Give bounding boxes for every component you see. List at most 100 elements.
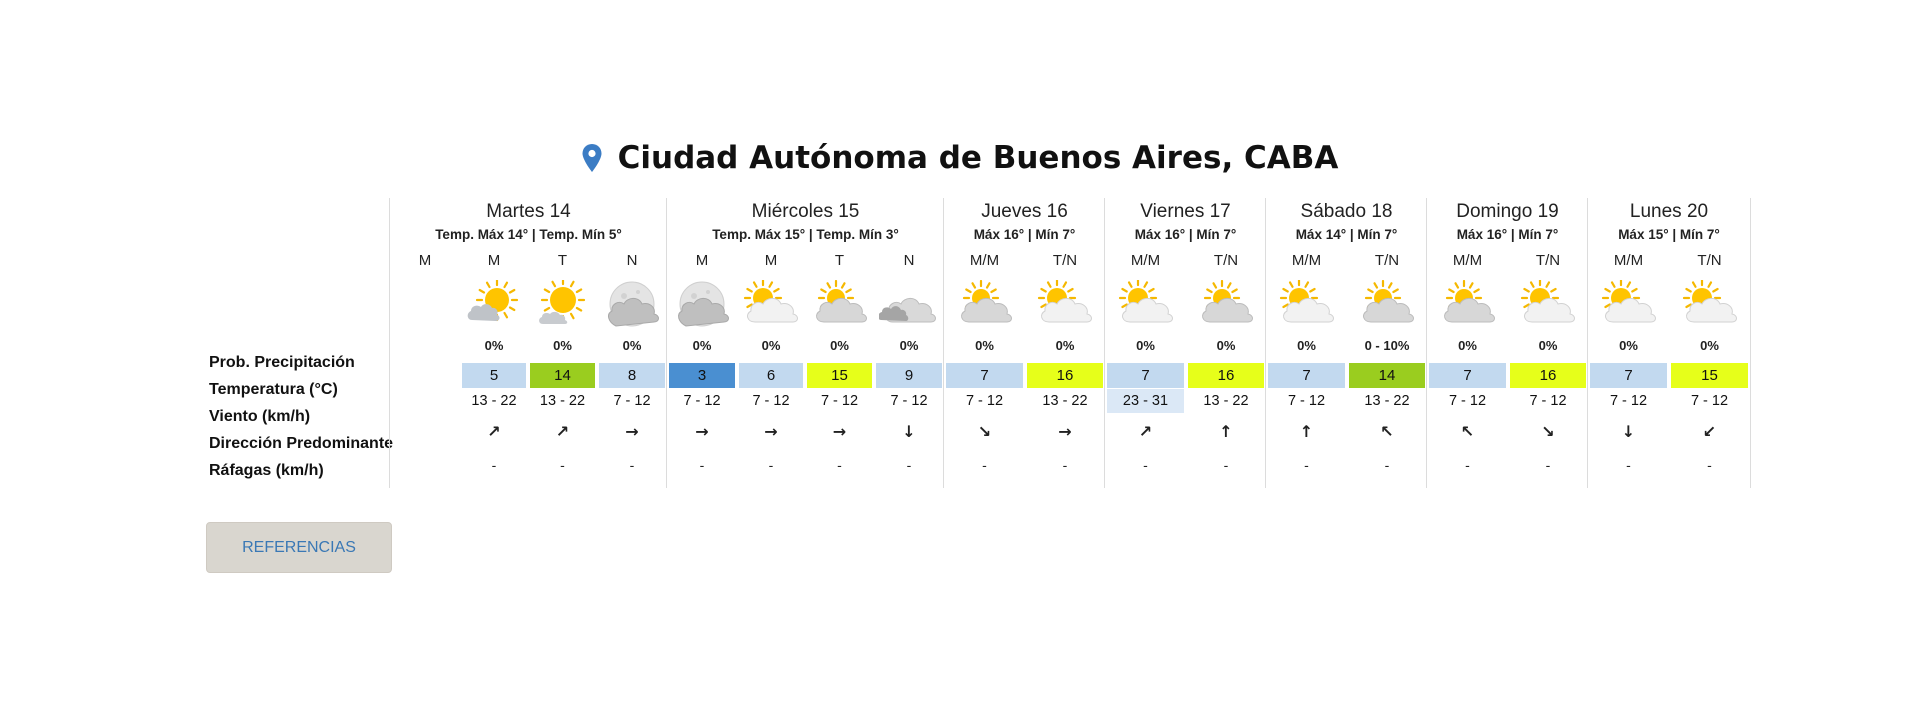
- partly-cloudy-icon: [1277, 280, 1337, 332]
- period-label: T: [557, 252, 568, 269]
- temperature-cell: 9: [876, 363, 942, 388]
- period-column: M/M 0% 7 7 - 12 ↘ -: [944, 198, 1025, 488]
- wind-speed: 7 - 12: [1609, 393, 1648, 409]
- gust-value: -: [1304, 457, 1309, 473]
- temperature-cell: 5: [462, 363, 526, 388]
- partly-cloudy-icon: [1518, 280, 1578, 332]
- period-column: N 0% 9 7 - 12 ↓ -: [874, 198, 944, 488]
- arrow-northeast-icon: ↗: [487, 422, 501, 441]
- period-label: T/N: [1374, 252, 1400, 269]
- period-column: T/N 0% 16 13 - 22 → -: [1025, 198, 1105, 488]
- gust-value: -: [1626, 457, 1631, 473]
- wind-speed: 13 - 22: [471, 393, 517, 409]
- day-name: Viernes 17: [1140, 201, 1231, 222]
- precipitation-probability: 0%: [975, 338, 994, 353]
- day-name: Jueves 16: [981, 201, 1068, 222]
- gust-value: -: [1545, 457, 1551, 473]
- period-column: N 0% 8 7 - 12 → -: [597, 198, 667, 488]
- sun-behind-cloud-icon: [464, 280, 524, 332]
- day-column: Sábado 18 Máx 14° | Mín 7° M/M 0% 7 7 - 12 ↑ - T…: [1265, 198, 1427, 488]
- wind-speed: 7 - 12: [683, 393, 721, 409]
- page-title: Ciudad Autónoma de Buenos Aires, CABA: [0, 136, 1920, 180]
- gust-value: -: [1143, 457, 1148, 473]
- references-button[interactable]: REFERENCIAS: [206, 522, 392, 573]
- gust-value: -: [1062, 457, 1068, 473]
- gust-value: -: [837, 457, 842, 473]
- day-temp-range: Máx 16° | Mín 7°: [1456, 227, 1559, 242]
- precipitation-probability: 0 - 10%: [1364, 338, 1410, 353]
- wind-speed: 7 - 12: [965, 393, 1004, 409]
- period-column: M/M 0% 7 7 - 12 ↓ -: [1588, 198, 1669, 488]
- temperature-cell: 16: [1027, 363, 1103, 388]
- precipitation-probability: 0%: [692, 338, 712, 353]
- cloudy-sun-icon: [1357, 280, 1417, 332]
- arrow-northwest-icon: ↖: [1460, 422, 1475, 441]
- precipitation-probability: 0%: [899, 338, 919, 353]
- label-gusts: Ráfagas (km/h): [209, 462, 324, 479]
- day-temp-range: Máx 16° | Mín 7°: [1134, 227, 1237, 242]
- gust-value: -: [560, 457, 565, 473]
- precipitation-probability: 0%: [1297, 338, 1316, 353]
- period-label: T/N: [1697, 252, 1722, 269]
- gust-value: -: [1707, 457, 1712, 473]
- arrow-northeast-icon: ↗: [1138, 422, 1153, 441]
- partly-cloudy-icon: [1116, 280, 1176, 332]
- temperature-cell: 8: [599, 363, 665, 388]
- precipitation-probability: 0%: [1216, 338, 1236, 353]
- wind-speed: 7 - 12: [1448, 393, 1487, 409]
- period-column: T/N 0% 16 13 - 22 ↑ -: [1186, 198, 1266, 488]
- day-column: Lunes 20 Máx 15° | Mín 7° M/M 0% 7 7 - 12 ↓ - T/…: [1587, 198, 1751, 488]
- arrow-east-icon: →: [764, 422, 778, 441]
- period-column: M/M 0% 7 7 - 12 ↖ -: [1427, 198, 1508, 488]
- arrow-south-icon: ↓: [1621, 422, 1636, 441]
- wind-speed: 13 - 22: [1042, 393, 1088, 409]
- precipitation-probability: 0%: [1458, 338, 1477, 353]
- period-label: T: [834, 252, 845, 269]
- temperature-cell: 14: [530, 363, 595, 388]
- period-column: M: [390, 198, 460, 488]
- precipitation-probability: 0%: [1619, 338, 1638, 353]
- day-temp-range: Máx 16° | Mín 7°: [973, 227, 1076, 242]
- arrow-southwest-icon: ↙: [1702, 422, 1717, 441]
- day-name: Lunes 20: [1629, 201, 1709, 222]
- arrow-east-icon: →: [832, 422, 847, 441]
- period-column: M/M 0% 7 7 - 12 ↑ -: [1266, 198, 1347, 488]
- temperature-cell: 6: [739, 363, 803, 388]
- wind-speed: 7 - 12: [613, 393, 651, 409]
- night-cloudy-icon: [879, 280, 939, 332]
- day-temp-range: Temp. Máx 14° | Temp. Mín 5°: [435, 227, 622, 242]
- period-column: T 0% 15 7 - 12 → -: [805, 198, 874, 488]
- gust-value: -: [629, 457, 635, 473]
- period-label: M/M: [969, 252, 1000, 269]
- temperature-cell: 7: [946, 363, 1023, 388]
- moon-cloud-icon: [672, 280, 732, 332]
- partly-cloudy-icon: [741, 280, 801, 332]
- temperature-cell: 16: [1188, 363, 1264, 388]
- day-column: Jueves 16 Máx 16° | Mín 7° M/M 0% 7 7 - 12 ↘ - T…: [943, 198, 1105, 488]
- gust-value: -: [491, 457, 497, 473]
- gust-value: -: [1223, 457, 1229, 473]
- temperature-cell: 15: [1671, 363, 1748, 388]
- cloudy-sun-icon: [955, 280, 1015, 332]
- arrow-east-icon: →: [625, 422, 639, 441]
- wind-speed: 7 - 12: [752, 393, 790, 409]
- label-precipitation: Prob. Precipitación: [209, 354, 355, 371]
- arrow-south-icon: ↓: [902, 422, 916, 441]
- temperature-cell: 14: [1349, 363, 1425, 388]
- wind-speed: 13 - 22: [1364, 393, 1410, 409]
- period-label: T/N: [1052, 252, 1078, 269]
- day-temp-range: Máx 14° | Mín 7°: [1295, 227, 1398, 242]
- period-column: T 0% 14 13 - 22 ↗ -: [528, 198, 597, 488]
- cloudy-sun-icon: [1196, 280, 1256, 332]
- day-column: Martes 14 Temp. Máx 14° | Temp. Mín 5° M M 0…: [389, 198, 667, 488]
- moon-cloud-icon: [602, 280, 662, 332]
- period-label: M/M: [1130, 252, 1161, 269]
- period-label: N: [903, 252, 915, 269]
- gust-value: -: [699, 457, 705, 473]
- wind-speed: 7 - 12: [820, 393, 859, 409]
- period-column: T/N 0% 15 7 - 12 ↙ -: [1669, 198, 1750, 488]
- wind-speed: 23 - 31: [1107, 389, 1184, 413]
- precipitation-probability: 0%: [830, 338, 849, 353]
- label-direction: Dirección Predominante: [209, 435, 394, 452]
- temperature-cell: 7: [1590, 363, 1667, 388]
